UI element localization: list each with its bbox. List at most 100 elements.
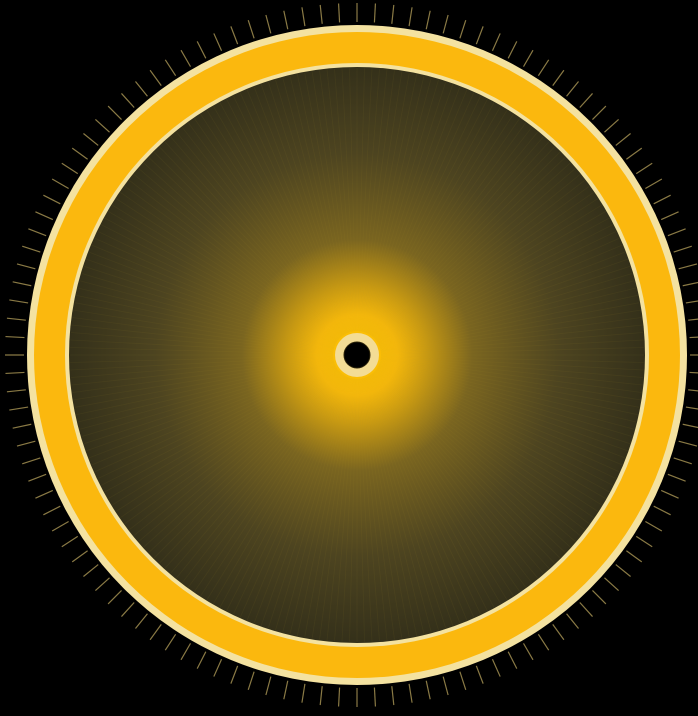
spoke-line xyxy=(371,131,538,337)
spoke-line xyxy=(380,287,637,350)
tick-mark xyxy=(247,671,255,690)
spoke-line xyxy=(365,377,461,624)
spoke-line xyxy=(79,360,334,430)
spoke-line xyxy=(219,102,346,335)
spoke-line xyxy=(375,179,585,341)
tick-mark xyxy=(566,613,579,629)
spoke-line xyxy=(304,378,354,638)
tick-mark xyxy=(537,59,550,77)
spoke-line xyxy=(374,371,566,553)
tick-mark xyxy=(373,3,377,23)
spoke-line xyxy=(133,174,339,341)
spoke-line xyxy=(159,146,341,338)
center-hole xyxy=(343,341,371,369)
spoke-line xyxy=(366,92,475,334)
spoke-line xyxy=(369,374,514,596)
spoke-line xyxy=(83,362,335,445)
spoke-line xyxy=(133,369,339,536)
spoke-line xyxy=(371,373,533,583)
tick-mark xyxy=(391,686,395,706)
tick-mark xyxy=(196,651,207,669)
tick-mark xyxy=(592,590,607,605)
spoke-line xyxy=(376,185,590,342)
spoke-line xyxy=(83,265,335,348)
spoke-line xyxy=(357,68,365,332)
spoke-line xyxy=(104,217,337,344)
spoke-line xyxy=(359,70,395,332)
spoke-line xyxy=(371,373,538,579)
tick-mark xyxy=(28,228,47,237)
spoke-line xyxy=(365,377,468,621)
tick-mark xyxy=(475,665,484,684)
spoke-line xyxy=(77,360,334,423)
spoke-line xyxy=(233,376,348,615)
spoke-line xyxy=(380,359,638,416)
tick-mark xyxy=(319,4,323,24)
tick-mark xyxy=(626,550,643,563)
tick-mark xyxy=(653,194,671,205)
tick-mark xyxy=(391,4,395,24)
spoke-line xyxy=(379,244,623,347)
tick-mark xyxy=(283,10,289,30)
spoke-line xyxy=(206,110,345,335)
spoke-line xyxy=(74,302,334,352)
tick-mark xyxy=(301,7,306,27)
tick-mark xyxy=(149,69,162,86)
spoke-line xyxy=(72,357,334,393)
spoke-line xyxy=(120,192,338,342)
spoke-line xyxy=(246,377,349,621)
spoke-line xyxy=(289,75,352,332)
spoke-line xyxy=(376,198,598,343)
spoke-line xyxy=(377,204,602,343)
tick-mark xyxy=(604,577,619,591)
spoke-line xyxy=(138,168,340,340)
tick-mark xyxy=(283,680,289,700)
spoke-line xyxy=(159,372,341,564)
spoke-line xyxy=(104,366,337,493)
spoke-line xyxy=(194,118,344,336)
spoke-line xyxy=(275,79,351,333)
spoke-line xyxy=(380,332,644,354)
tick-mark xyxy=(645,178,663,190)
tick-mark xyxy=(337,687,341,707)
spoke-line xyxy=(239,376,348,618)
spoke-line xyxy=(360,72,410,332)
spoke-line xyxy=(364,84,454,333)
spoke-line xyxy=(70,356,334,378)
spoke-line xyxy=(319,70,355,332)
tick-mark xyxy=(43,194,61,205)
tick-mark xyxy=(667,228,686,237)
tick-mark xyxy=(660,211,679,221)
tick-mark xyxy=(180,643,192,661)
spoke-line xyxy=(267,81,350,333)
spoke-line xyxy=(341,68,357,332)
tick-mark xyxy=(653,505,671,516)
spoke-line xyxy=(380,347,644,355)
spoke-line xyxy=(366,95,481,334)
tick-mark xyxy=(552,624,565,641)
spoke-line xyxy=(289,378,352,635)
tick-mark xyxy=(685,300,698,304)
tick-mark xyxy=(16,440,36,447)
spoke-line xyxy=(311,378,354,639)
spoke-line xyxy=(326,69,355,332)
spoke-line xyxy=(374,157,566,339)
tick-mark xyxy=(265,676,272,696)
spoke-line xyxy=(358,68,380,332)
tick-mark xyxy=(673,457,692,465)
tick-mark xyxy=(22,245,41,253)
tick-mark xyxy=(667,473,686,482)
spoke-line xyxy=(372,136,544,338)
spoke-line xyxy=(319,378,355,640)
tick-mark xyxy=(615,133,631,146)
spoke-line xyxy=(116,367,338,512)
tick-mark xyxy=(408,683,413,703)
spoke-line xyxy=(379,362,628,452)
tick-mark xyxy=(71,147,88,160)
spoke-line xyxy=(370,374,520,592)
spoke-line xyxy=(187,374,344,588)
spoke-line xyxy=(76,359,334,416)
tick-mark xyxy=(95,119,110,133)
